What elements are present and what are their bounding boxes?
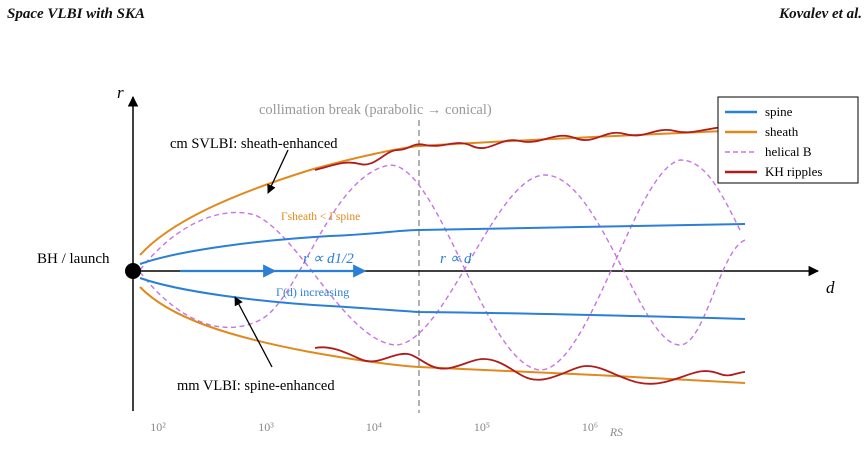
y-axis-label: r bbox=[117, 83, 124, 102]
cm-svlbi-arrow bbox=[267, 149, 289, 194]
x-tick-label: 10² bbox=[150, 420, 166, 434]
x-tick-label: 10⁵ bbox=[474, 420, 490, 434]
running-header-authors: Kovalev et al. bbox=[779, 6, 862, 22]
cm-svlbi-label: cm SVLBI: sheath-enhanced bbox=[170, 136, 338, 152]
x-tick-label: 10⁴ bbox=[366, 420, 382, 434]
legend-label: KH ripples bbox=[765, 164, 822, 179]
helical-b-curve-upper bbox=[139, 174, 746, 346]
collimation-break-label: collimation break (parabolic → conical) bbox=[259, 102, 492, 118]
gamma-inequality-label: Γsheath < Γspine bbox=[281, 211, 360, 223]
tick-unit-label: RS bbox=[609, 427, 623, 439]
legend: spine sheath helical B KH ripples bbox=[717, 96, 859, 184]
helical-b-curve-lower bbox=[139, 159, 741, 371]
mm-vlbi-label: mm VLBI: spine-enhanced bbox=[177, 378, 335, 394]
gamma-increasing-label: Γ(d) increasing bbox=[276, 285, 349, 299]
x-tick-label: 10³ bbox=[258, 420, 274, 434]
running-header-title: Space VLBI with SKA bbox=[7, 6, 145, 22]
sheath-curve-upper bbox=[139, 129, 746, 256]
black-hole-dot bbox=[125, 263, 141, 279]
x-tick-label: 10⁶ bbox=[582, 420, 598, 434]
mm-vlbi-arrow bbox=[234, 296, 273, 368]
x-axis-label: d bbox=[826, 278, 835, 297]
spine-curve-upper bbox=[139, 223, 746, 265]
spine-curve-lower bbox=[139, 277, 746, 320]
legend-label: sheath bbox=[765, 124, 799, 139]
launch-label: BH / launch bbox=[37, 251, 110, 267]
legend-label: helical B bbox=[765, 144, 812, 159]
kh-ripples-lower bbox=[314, 346, 746, 385]
kh-ripples-upper bbox=[314, 125, 746, 171]
r-parabolic-label: r ∝ d1/2 bbox=[303, 251, 354, 267]
legend-label: spine bbox=[765, 104, 793, 119]
x-ticks: 10² 10³ 10⁴ 10⁵ 10⁶ bbox=[150, 420, 598, 434]
r-conical-label: r ∝ d bbox=[440, 251, 472, 267]
